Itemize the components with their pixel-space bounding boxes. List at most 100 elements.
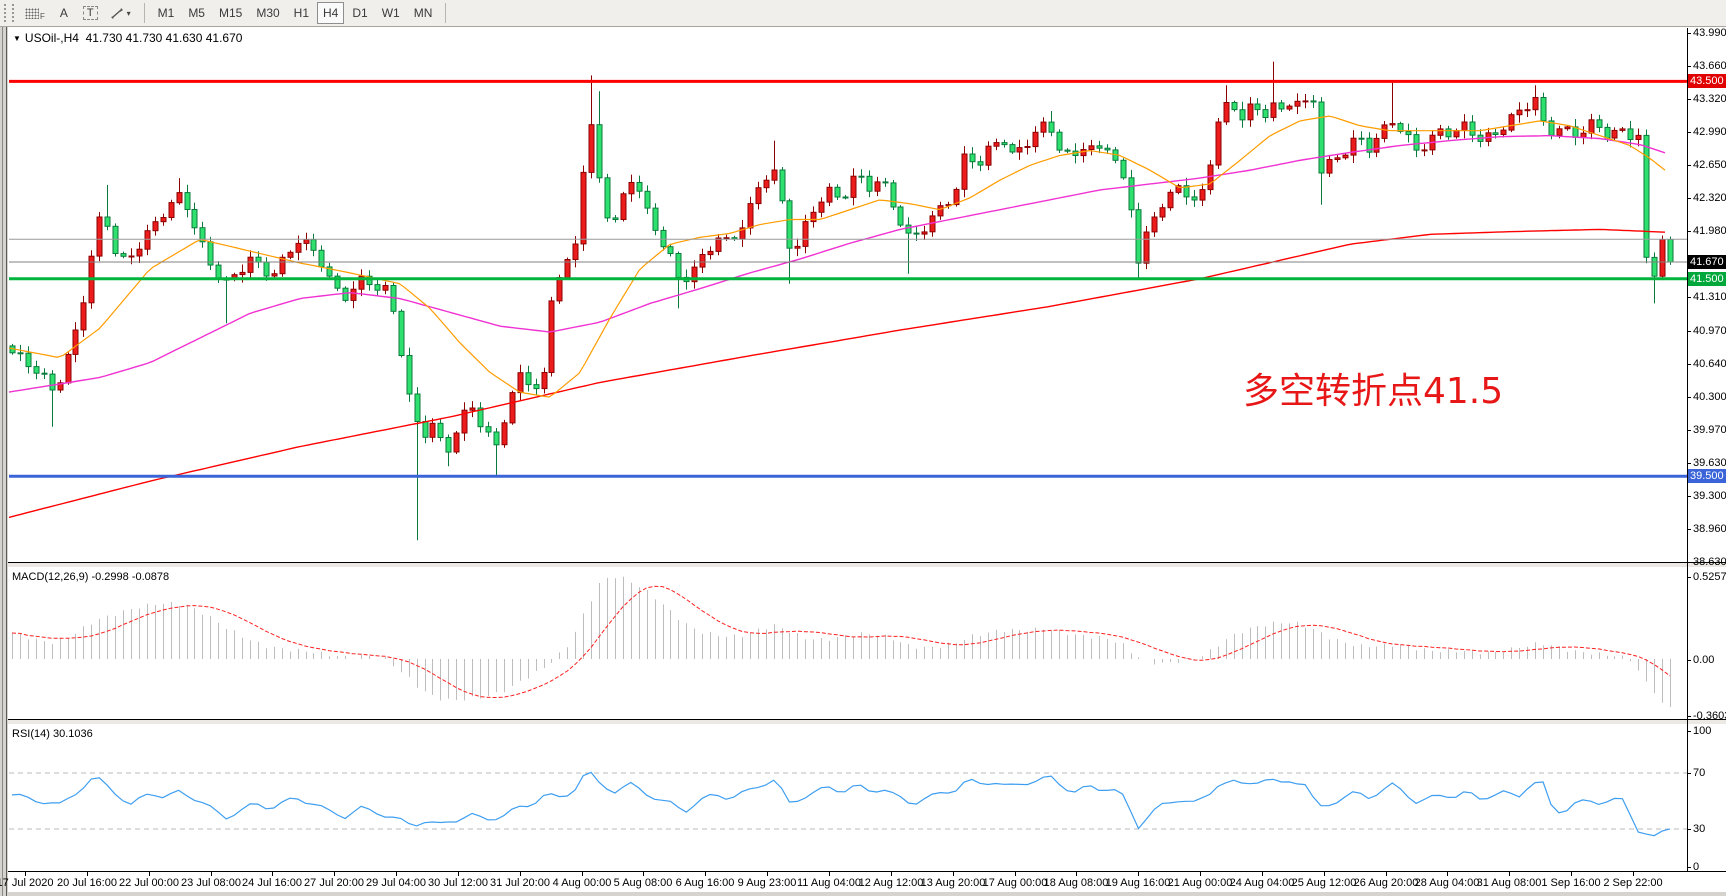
time-axis-label: 23 Jul 08:00 — [181, 877, 241, 889]
time-axis-label: 17 Aug 00:00 — [982, 877, 1048, 889]
rsi-panel-canvas[interactable] — [0, 724, 1687, 871]
time-tick — [1571, 872, 1572, 876]
ma-medium-magenta — [8, 134, 1666, 393]
timeframe-H4-button[interactable]: H4 — [317, 2, 345, 24]
rsi-tick — [1687, 731, 1691, 732]
text-label-button[interactable]: A — [51, 2, 77, 24]
time-tick — [643, 872, 644, 876]
main-panel-bottom-border[interactable] — [0, 562, 1726, 563]
price-tick — [1687, 562, 1691, 563]
time-axis-label: 27 Jul 20:00 — [304, 877, 364, 889]
price-tick — [1687, 198, 1691, 199]
macd-signal-line — [11, 585, 1671, 699]
time-axis-label: 11 Aug 04:00 — [796, 877, 862, 889]
rsi-axis-label: 30 — [1693, 823, 1706, 835]
price-tick — [1687, 463, 1691, 464]
price-tick — [1687, 99, 1691, 100]
main-chart-canvas[interactable] — [0, 28, 1687, 563]
timeframe-bar: M1 M5 M15 M30 H1 H4 D1 W1 MN — [152, 2, 439, 24]
timeframe-H1-button[interactable]: H1 — [288, 2, 315, 24]
price-badge-41.500: 41.500 — [1688, 272, 1726, 286]
rsi-line — [11, 771, 1671, 837]
price-badge-39.500: 39.500 — [1688, 469, 1726, 483]
macd-panel-canvas[interactable] — [0, 567, 1687, 719]
price-tick — [1687, 297, 1691, 298]
time-axis-label: 22 Jul 00:00 — [119, 877, 179, 889]
ma-fast-orange — [8, 115, 1666, 398]
timeframe-D1-button[interactable]: D1 — [346, 2, 373, 24]
toolbar-grip[interactable] — [4, 4, 14, 22]
chevron-down-icon[interactable]: ▼ — [13, 34, 21, 43]
price-axis-label: 42.990 — [1693, 126, 1726, 138]
time-axis-label: 12 Aug 12:00 — [858, 877, 924, 889]
time-axis-label: 13 Aug 20:00 — [920, 877, 986, 889]
text-box-button[interactable]: T — [77, 2, 104, 24]
rsi-panel-bottom-border — [0, 871, 1726, 872]
time-tick — [87, 872, 88, 876]
price-tick — [1687, 364, 1691, 365]
price-tick — [1687, 132, 1691, 133]
time-axis-label: 28 Aug 04:00 — [1414, 877, 1480, 889]
time-tick — [25, 872, 26, 876]
toolbar-separator — [143, 3, 145, 23]
time-tick — [1262, 872, 1263, 876]
rsi-axis-label: 100 — [1693, 725, 1712, 737]
time-axis-label: 31 Aug 08:00 — [1476, 877, 1542, 889]
macd-axis-label: 0.00 — [1693, 654, 1715, 666]
grid-snap-button[interactable]: F — [19, 2, 51, 24]
time-tick — [211, 872, 212, 876]
time-axis-label: 26 Aug 20:00 — [1353, 877, 1419, 889]
rsi-tick — [1687, 773, 1691, 774]
price-tick — [1687, 397, 1691, 398]
ohlc-values: 41.730 41.730 41.630 41.670 — [85, 31, 243, 45]
price-axis-label: 42.320 — [1693, 192, 1726, 204]
macd-panel-bottom-border[interactable] — [0, 719, 1726, 720]
price-axis-label: 38.960 — [1693, 523, 1726, 535]
window-left-edge — [0, 27, 8, 896]
price-axis-label: 41.980 — [1693, 225, 1726, 237]
time-tick — [767, 872, 768, 876]
price-axis-label: 39.630 — [1693, 457, 1726, 469]
time-tick — [891, 872, 892, 876]
rsi-axis-label: 0 — [1693, 861, 1700, 873]
time-tick — [1633, 872, 1634, 876]
chart-annotation-text: 多空转折点41.5 — [1243, 371, 1504, 412]
time-axis-label: 21 Aug 00:00 — [1167, 877, 1233, 889]
symbol-period: USOil-,H4 — [24, 31, 79, 45]
panel-splitter-2[interactable] — [0, 720, 1726, 724]
price-badge-41.670: 41.670 — [1688, 255, 1726, 269]
time-tick — [1509, 872, 1510, 876]
macd-tick — [1687, 660, 1691, 661]
rsi-label: RSI(14) 30.1036 — [12, 728, 93, 740]
price-axis-label: 40.970 — [1693, 325, 1726, 337]
grid-icon — [25, 7, 39, 19]
rsi-axis-label: 70 — [1693, 767, 1706, 779]
price-tick — [1687, 231, 1691, 232]
time-axis-label: 24 Jul 16:00 — [242, 877, 302, 889]
timeframe-M5-button[interactable]: M5 — [182, 2, 211, 24]
time-axis-label: 17 Jul 2020 — [0, 877, 54, 889]
rsi-tick — [1687, 867, 1691, 868]
dropdown-caret-icon[interactable]: ▾ — [126, 8, 131, 18]
timeframe-M30-button[interactable]: M30 — [250, 2, 285, 24]
time-axis-label: 9 Aug 23:00 — [737, 877, 797, 889]
time-axis-label: 29 Jul 04:00 — [366, 877, 426, 889]
draw-arrows-button[interactable]: ▾ — [104, 2, 137, 24]
time-tick — [1015, 872, 1016, 876]
time-axis-label: 6 Aug 16:00 — [675, 877, 735, 889]
time-axis-label: 1 Sep 16:00 — [1541, 877, 1601, 889]
panel-splitter-1[interactable] — [0, 563, 1726, 567]
price-tick — [1687, 331, 1691, 332]
timeframe-MN-button[interactable]: MN — [408, 2, 439, 24]
window-bottom-edge — [0, 892, 1726, 896]
timeframe-M1-button[interactable]: M1 — [152, 2, 181, 24]
toolbar-tools: F A T ▾ — [19, 2, 137, 24]
price-tick — [1687, 430, 1691, 431]
timeframe-M15-button[interactable]: M15 — [213, 2, 248, 24]
timeframe-W1-button[interactable]: W1 — [376, 2, 406, 24]
time-tick — [953, 872, 954, 876]
time-tick — [829, 872, 830, 876]
time-axis-label: 30 Jul 12:00 — [428, 877, 488, 889]
price-axis-label: 38.630 — [1693, 556, 1726, 568]
time-axis-label: 4 Aug 00:00 — [552, 877, 612, 889]
